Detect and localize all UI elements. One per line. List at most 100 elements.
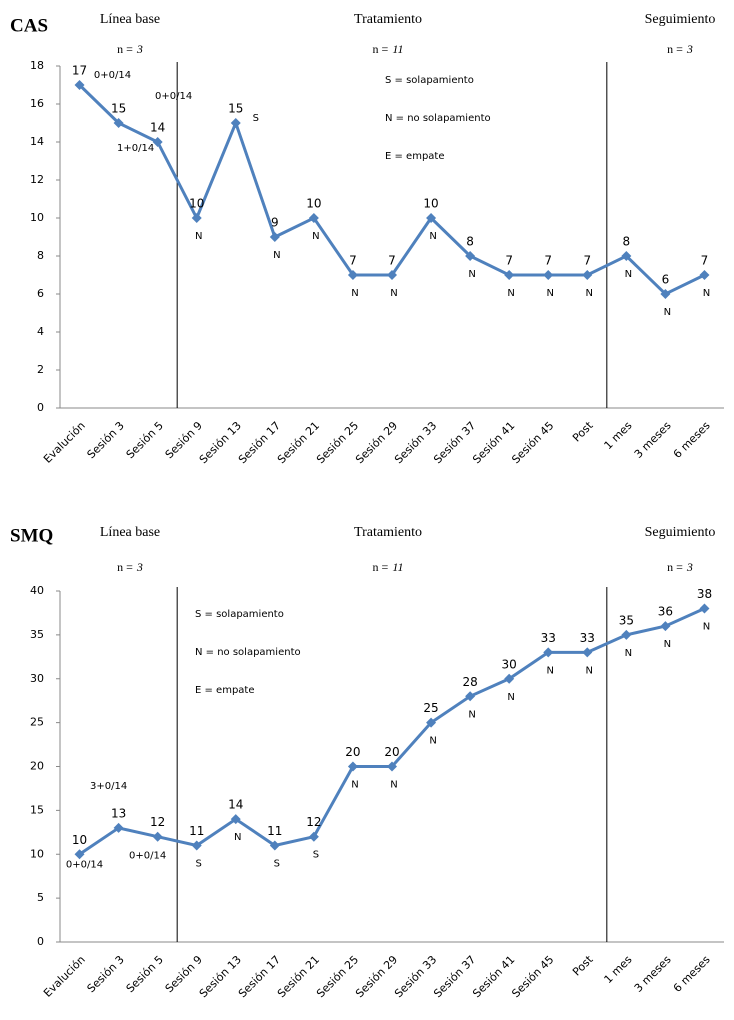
point-note: N xyxy=(546,288,553,299)
x-tick-label: 6 meses xyxy=(671,953,713,995)
point-note: N xyxy=(546,665,553,676)
data-point xyxy=(504,270,515,280)
data-label: 14 xyxy=(150,121,165,135)
y-tick-label: 10 xyxy=(30,847,44,860)
data-label: 7 xyxy=(505,254,513,268)
legend-note: S = solapamiento xyxy=(385,75,474,86)
point-note: S xyxy=(196,858,202,869)
data-point xyxy=(660,621,671,632)
point-note: N xyxy=(586,665,593,676)
point-note: N xyxy=(234,832,241,843)
data-point xyxy=(426,213,437,223)
x-tick-label: Evalución xyxy=(41,953,88,1000)
x-tick-label: Post xyxy=(570,419,596,445)
point-note: N xyxy=(195,231,202,242)
point-note: N xyxy=(351,780,358,791)
data-point xyxy=(699,270,710,280)
x-tick-label: Sesión 3 xyxy=(85,419,127,461)
data-label: 10 xyxy=(423,197,438,211)
data-label: 30 xyxy=(502,657,517,671)
data-point xyxy=(152,137,163,147)
data-point xyxy=(191,213,202,223)
point-note: S xyxy=(313,850,319,861)
data-point xyxy=(387,270,397,280)
y-tick-label: 0 xyxy=(37,401,44,414)
y-tick-label: 0 xyxy=(37,935,44,948)
data-point xyxy=(347,270,358,280)
data-label: 7 xyxy=(388,254,396,268)
y-tick-label: 35 xyxy=(30,628,44,641)
phase-n: n = 11 xyxy=(373,42,404,56)
phase-label: Seguimiento xyxy=(645,525,716,540)
data-point xyxy=(699,603,710,614)
point-note: 0+0/14 xyxy=(129,851,166,862)
data-label: 28 xyxy=(462,675,477,689)
phase-n: n = 3 xyxy=(117,42,143,56)
x-tick-label: Post xyxy=(570,953,596,979)
data-point xyxy=(269,840,280,851)
legend-note: E = empate xyxy=(195,685,255,696)
data-label: 7 xyxy=(349,254,357,268)
data-point xyxy=(543,270,554,280)
point-note: 0+0/14 xyxy=(66,859,103,870)
point-note: 1+0/14 xyxy=(117,143,154,154)
point-note: S xyxy=(274,858,280,869)
data-label: 36 xyxy=(658,605,673,619)
x-tick-label: Sesión 45 xyxy=(509,419,556,466)
phase-n: n = 3 xyxy=(667,560,693,574)
x-tick-label: 3 meses xyxy=(632,419,674,461)
phase-n-label: n = xyxy=(373,560,389,574)
data-label: 15 xyxy=(111,102,126,116)
data-label: 12 xyxy=(306,815,321,829)
x-tick-label: 6 meses xyxy=(671,419,713,461)
point-note: N xyxy=(390,780,397,791)
phase-n-value: 3 xyxy=(686,560,693,574)
data-point xyxy=(426,717,437,728)
data-label: 11 xyxy=(267,824,282,838)
data-point xyxy=(308,213,319,223)
x-tick-label: 1 mes xyxy=(602,419,635,452)
data-label: 35 xyxy=(619,613,634,627)
x-tick-label: Sesión 5 xyxy=(124,953,166,995)
data-label: 14 xyxy=(228,798,243,812)
phase-n-value: 11 xyxy=(392,560,403,574)
legend-note: E = empate xyxy=(385,151,445,162)
y-tick-label: 16 xyxy=(30,97,44,110)
point-note: 0+0/14 xyxy=(94,70,131,81)
y-tick-label: 15 xyxy=(30,803,44,816)
y-tick-label: 5 xyxy=(37,891,44,904)
phase-n-label: n = xyxy=(117,42,133,56)
y-tick-label: 8 xyxy=(37,249,44,262)
data-point xyxy=(191,840,202,851)
data-point xyxy=(621,629,632,640)
phase-n-value: 11 xyxy=(392,42,403,56)
x-tick-label: 1 mes xyxy=(602,953,635,986)
point-note: 3+0/14 xyxy=(90,781,127,792)
data-label: 10 xyxy=(72,833,87,847)
chart-title: CAS xyxy=(10,15,48,36)
point-note: N xyxy=(507,288,514,299)
data-point xyxy=(230,814,241,825)
data-point xyxy=(582,270,593,280)
data-label: 7 xyxy=(544,254,552,268)
phase-label: Tratamiento xyxy=(354,525,422,540)
legend-note: N = no solapamiento xyxy=(195,647,301,658)
data-point xyxy=(74,80,85,90)
point-note: N xyxy=(390,288,397,299)
y-tick-label: 18 xyxy=(30,59,44,72)
point-note: N xyxy=(312,231,319,242)
y-tick-label: 20 xyxy=(30,760,44,773)
point-note: N xyxy=(429,231,436,242)
data-point xyxy=(543,647,554,658)
x-tick-label: Sesión 45 xyxy=(509,953,556,1000)
data-point xyxy=(387,761,397,772)
data-point xyxy=(308,831,319,842)
point-note: N xyxy=(273,250,280,261)
y-tick-label: 4 xyxy=(37,325,44,338)
point-note: 0+0/14 xyxy=(155,91,192,102)
phase-n-value: 3 xyxy=(136,42,143,56)
data-label: 7 xyxy=(701,254,709,268)
data-label: 33 xyxy=(580,631,595,645)
phase-label: Línea base xyxy=(100,12,160,27)
phase-n-label: n = xyxy=(373,42,389,56)
